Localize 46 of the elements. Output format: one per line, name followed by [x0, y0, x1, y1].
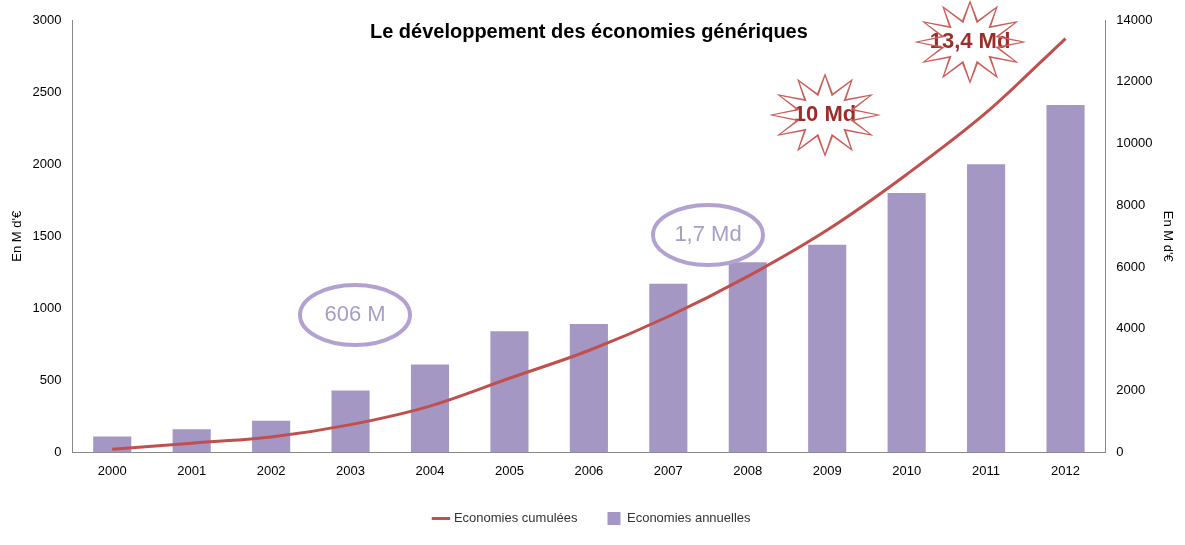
y2-tick-label: 8000 — [1116, 196, 1146, 212]
annotation: 10 Md — [793, 101, 857, 127]
y-axis-title: En M d'€ — [9, 209, 25, 262]
x-tick-label: 2011 — [972, 462, 1001, 478]
x-tick-label: 2006 — [574, 462, 604, 478]
x-tick-label: 2012 — [1051, 462, 1080, 478]
legend-label: Economies cumulées — [453, 510, 578, 526]
y2-tick-label: 2000 — [1116, 382, 1146, 398]
x-tick-label: 2003 — [336, 462, 366, 478]
y-tick-label: 500 — [39, 371, 62, 387]
x-tick-label: 2002 — [256, 462, 286, 478]
x-tick-label: 2004 — [415, 462, 445, 478]
y-tick-label: 1000 — [32, 299, 62, 315]
y-tick-label: 3000 — [32, 11, 62, 27]
y2-tick-label: 10000 — [1116, 135, 1153, 151]
x-tick-label: 2009 — [812, 462, 842, 478]
x-tick-label: 2007 — [653, 462, 683, 478]
chart-title: Le développement des économies génériques — [369, 19, 808, 42]
y-tick-label: 2000 — [32, 155, 62, 171]
y-tick-label: 1500 — [32, 227, 62, 243]
bar — [331, 390, 370, 453]
x-tick-label: 2005 — [494, 462, 524, 478]
y2-tick-label: 6000 — [1116, 258, 1146, 274]
bar — [887, 192, 926, 453]
y-tick-label: 2500 — [32, 83, 62, 99]
y2-tick-label: 4000 — [1116, 320, 1146, 336]
x-tick-label: 2001 — [177, 462, 207, 478]
bar — [808, 244, 847, 453]
bar — [410, 364, 450, 453]
x-tick-label: 2000 — [97, 462, 127, 478]
y2-tick-label: 14000 — [1116, 11, 1153, 27]
bar — [490, 331, 529, 453]
annotation: 1,7 Md — [674, 221, 742, 247]
y2-axis-title: En M d'€ — [1160, 210, 1176, 263]
bar — [1046, 105, 1085, 453]
annotation: 606 M — [324, 301, 386, 327]
annotation: 13,4 Md — [929, 28, 1011, 54]
bar — [649, 283, 688, 453]
x-tick-label: 2008 — [733, 462, 763, 478]
y2-tick-label: 12000 — [1116, 73, 1153, 89]
legend-label: Economies annuelles — [626, 510, 752, 526]
y2-tick-label: 0 — [1116, 443, 1124, 459]
y-tick-label: 0 — [54, 443, 62, 459]
x-tick-label: 2010 — [892, 462, 922, 478]
bar — [967, 164, 1006, 453]
bar — [569, 324, 608, 453]
